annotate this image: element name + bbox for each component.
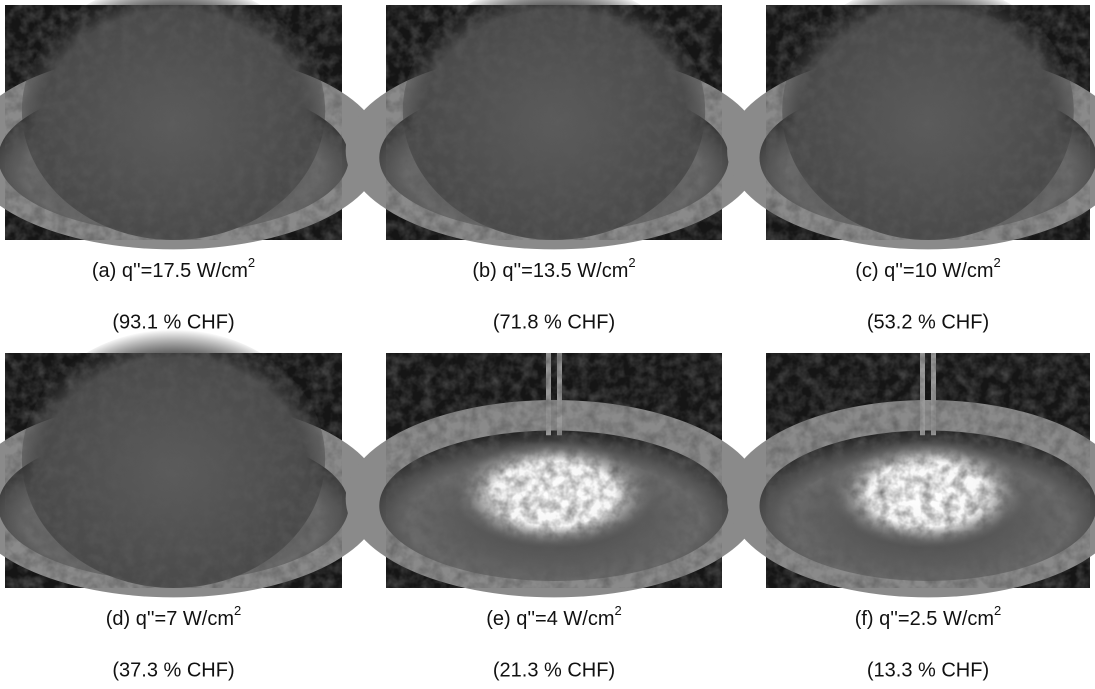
caption-text: (b) q''=13.5 W/cm bbox=[472, 260, 628, 282]
caption-note: (53.2 % CHF) bbox=[867, 311, 989, 333]
caption: (d) q''=7 W/cm2 bbox=[106, 603, 241, 630]
caption-text: (f) q''=2.5 W/cm bbox=[855, 608, 994, 630]
caption-superscript: 2 bbox=[628, 255, 635, 270]
photo-texture bbox=[5, 353, 342, 588]
caption: (e) q''=4 W/cm2 bbox=[486, 603, 621, 630]
caption-text: (d) q''=7 W/cm bbox=[106, 608, 234, 630]
photo bbox=[0, 0, 383, 250]
caption-text: (c) q''=10 W/cm bbox=[855, 260, 993, 282]
caption-note: (21.3 % CHF) bbox=[493, 659, 615, 681]
caption-note: (71.8 % CHF) bbox=[493, 311, 615, 333]
photo bbox=[345, 0, 763, 250]
caption: (c) q''=10 W/cm2 bbox=[855, 255, 1000, 282]
caption-note: (93.1 % CHF) bbox=[112, 311, 234, 333]
caption-note: (37.3 % CHF) bbox=[112, 659, 234, 681]
photo-texture bbox=[766, 353, 1090, 588]
photo bbox=[727, 0, 1095, 250]
caption-superscript: 2 bbox=[994, 603, 1001, 618]
photo-texture bbox=[5, 5, 342, 240]
caption-superscript: 2 bbox=[614, 603, 621, 618]
caption-text: (a) q''=17.5 W/cm bbox=[92, 260, 248, 282]
caption-note: (13.3 % CHF) bbox=[867, 659, 989, 681]
caption: (a) q''=17.5 W/cm2 bbox=[92, 255, 255, 282]
photo bbox=[0, 329, 383, 598]
photo bbox=[345, 353, 763, 598]
caption: (f) q''=2.5 W/cm2 bbox=[855, 603, 1002, 630]
caption: (b) q''=13.5 W/cm2 bbox=[472, 255, 635, 282]
photo-texture bbox=[386, 5, 722, 240]
photo bbox=[727, 353, 1095, 598]
photo-texture bbox=[386, 353, 722, 588]
caption-superscript: 2 bbox=[248, 255, 255, 270]
photo-texture bbox=[766, 5, 1090, 240]
caption-superscript: 2 bbox=[234, 603, 241, 618]
caption-superscript: 2 bbox=[993, 255, 1000, 270]
caption-text: (e) q''=4 W/cm bbox=[486, 608, 614, 630]
